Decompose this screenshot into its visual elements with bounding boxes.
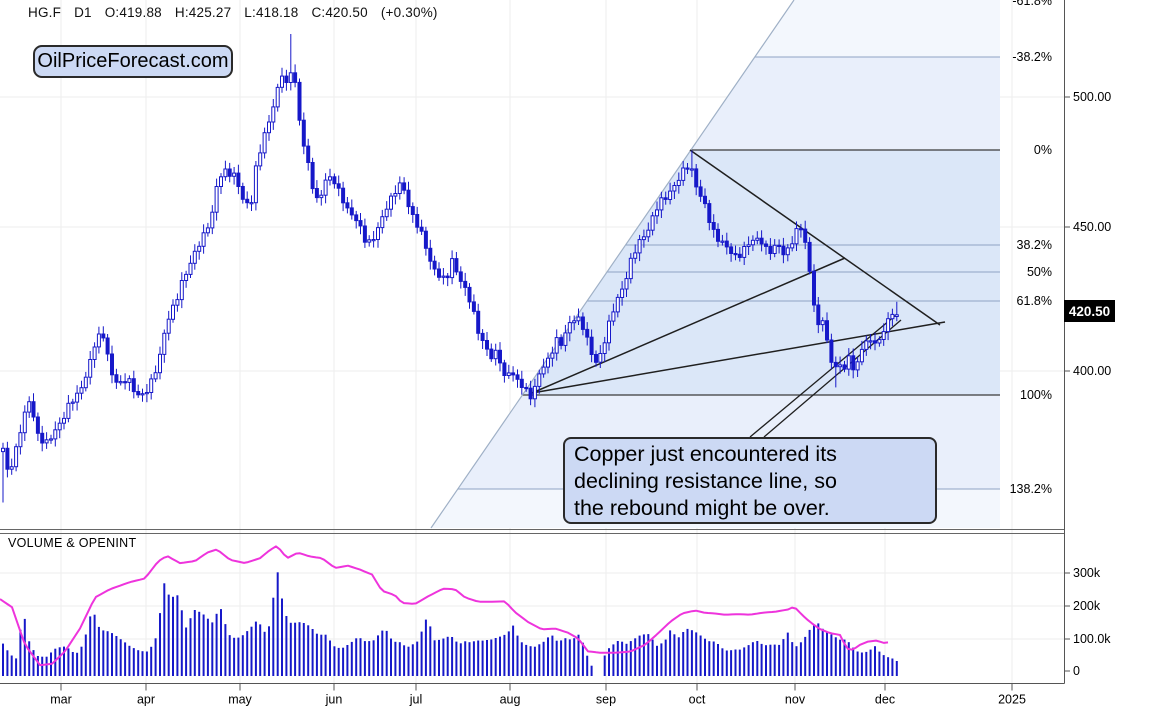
last-price-badge: 420.50	[1064, 300, 1115, 322]
fib-level-label: 61.8%	[1017, 294, 1052, 308]
x-axis-label: aug	[500, 693, 521, 707]
volume-bars	[2, 572, 898, 676]
declining-resistance	[689, 149, 941, 326]
open-interest-line	[0, 545, 889, 667]
x-axis-label: jun	[325, 693, 343, 707]
x-axis-label: mar	[50, 693, 72, 707]
x-axis-label: may	[228, 693, 252, 707]
panel-separator	[0, 529, 1064, 534]
volume-axis-label: 200k	[1073, 599, 1101, 613]
fib-channel-line[interactable]	[430, 0, 795, 529]
x-axis-label: dec	[875, 693, 895, 707]
change-value: (+0.30%)	[380, 5, 438, 20]
fib-level-label: 100%	[1020, 388, 1052, 402]
price-axis-label: 450.00	[1073, 220, 1111, 234]
annotation-line: Copper just encountered its	[574, 442, 837, 466]
site-watermark-text: OilPriceForecast.com	[37, 50, 229, 72]
rising-support-shallow	[531, 321, 946, 394]
x-axis-label: jul	[409, 693, 423, 707]
volume-axis-label: 0	[1073, 664, 1080, 678]
open-value: O:419.88	[104, 5, 162, 20]
annotation-line: the rebound might be over.	[574, 496, 830, 520]
x-axis-label: 2025	[998, 693, 1026, 707]
annotation-callout[interactable]: Copper just encountered its declining re…	[563, 437, 937, 524]
fib-level-label: 0%	[1034, 143, 1052, 157]
x-axis-label: nov	[785, 693, 806, 707]
rising-support-steep	[531, 257, 846, 394]
x-axis-label: apr	[137, 693, 155, 707]
volume-axis-label: 300k	[1073, 566, 1101, 580]
candlesticks	[1, 34, 899, 503]
fib-level-label: -61.8%	[1012, 0, 1052, 8]
trendlines[interactable]	[531, 149, 946, 438]
high-value: H:425.27	[174, 5, 232, 20]
volume-panel-title: VOLUME & OPENINT	[8, 536, 137, 550]
fib-level-label: 50%	[1027, 265, 1052, 279]
fib-levels: -61.8% -38.2% 0% 38.2% 50% 61.8% 100% 138.2%	[457, 0, 1052, 496]
fib-level-label: 138.2%	[1010, 482, 1052, 496]
fib-level-label: 38.2%	[1017, 238, 1052, 252]
callout-pointer-line	[749, 314, 897, 438]
last-price-value: 420.50	[1068, 303, 1111, 319]
x-axis-label: sep	[596, 693, 616, 707]
price-axis-label: 400.00	[1073, 364, 1111, 378]
volume-axis-label: 100.0k	[1073, 632, 1111, 646]
low-value: L:418.18	[244, 5, 299, 20]
symbol-label: HG.F	[28, 5, 62, 20]
annotation-line: declining resistance line, so	[574, 469, 837, 493]
fib-level-label: -38.2%	[1012, 50, 1052, 64]
ohlc-header: HG.F D1 O:419.88 H:425.27 L:418.18 C:420.50 (+…	[28, 5, 451, 20]
axes: 500.00 450.00 400.00 300k 200k 100.0k 0 mar apr m…	[0, 0, 1111, 707]
site-watermark: OilPriceForecast.com	[33, 45, 233, 78]
timeframe-label: D1	[74, 5, 92, 20]
price-axis-label: 500.00	[1073, 90, 1111, 104]
x-axis-label: oct	[689, 693, 706, 707]
close-value: C:420.50	[311, 5, 368, 20]
